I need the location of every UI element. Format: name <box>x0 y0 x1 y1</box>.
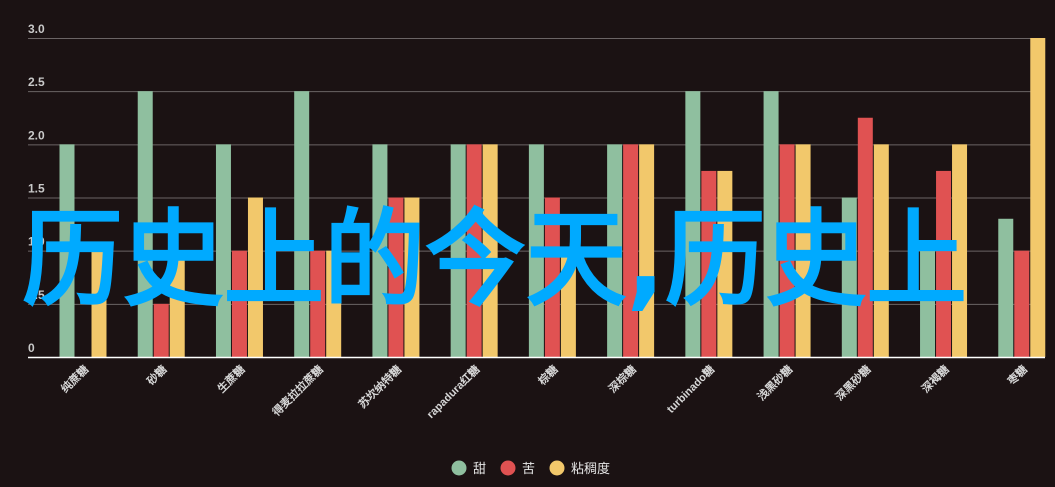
bar <box>701 170 717 357</box>
bar <box>388 197 404 357</box>
bar <box>544 197 560 357</box>
bar <box>91 250 107 357</box>
y-tick-label: 2.0 <box>28 128 45 142</box>
bar <box>482 144 498 357</box>
y-tick-label: 0 <box>28 341 35 355</box>
bar <box>1014 250 1030 357</box>
legend[interactable]: 甜 苦 粘稠度 <box>451 460 611 477</box>
bar <box>920 240 936 357</box>
bar <box>466 144 482 357</box>
bar <box>841 197 857 357</box>
bars <box>59 38 1046 358</box>
bar <box>215 144 231 357</box>
bar <box>936 170 952 357</box>
legend-item[interactable]: 苦 <box>500 460 536 477</box>
bar <box>247 197 263 357</box>
legend-item[interactable]: 甜 <box>451 460 487 477</box>
y-tick-label: 2.5 <box>28 75 45 89</box>
bar <box>326 250 342 357</box>
bar <box>310 250 326 357</box>
legend-swatch <box>451 460 467 476</box>
overlay-watermark-text: 历史上的今天,历史上 <box>22 199 967 321</box>
bar <box>59 144 75 357</box>
legend-swatch <box>500 460 516 476</box>
y-tick-label: 1.0 <box>28 235 45 249</box>
bar <box>1030 38 1046 357</box>
legend-swatch <box>549 460 565 476</box>
bar <box>779 144 795 357</box>
bar <box>685 91 701 358</box>
legend-label: 苦 <box>522 461 535 476</box>
bar <box>607 144 623 357</box>
y-axis: 0 0.5 1.0 1.5 2.0 2.5 3.0 <box>28 22 45 355</box>
bar <box>998 218 1014 357</box>
bar <box>795 144 811 357</box>
y-tick-label: 0.5 <box>28 288 45 302</box>
bar <box>294 91 310 358</box>
bar <box>528 144 544 357</box>
legend-item[interactable]: 粘稠度 <box>549 460 611 477</box>
bar <box>404 197 420 357</box>
bar <box>952 144 968 357</box>
bar <box>372 144 388 357</box>
bar <box>639 144 655 357</box>
y-tick-label: 1.5 <box>28 182 45 196</box>
bar <box>857 117 873 357</box>
bar <box>169 250 185 357</box>
bar <box>873 144 889 357</box>
bar <box>450 144 466 357</box>
bar <box>560 250 576 357</box>
legend-label: 甜 <box>473 461 486 476</box>
bar <box>763 91 779 358</box>
bar <box>623 144 639 357</box>
bar <box>137 91 153 358</box>
bar <box>717 170 733 357</box>
y-tick-label: 3.0 <box>28 22 45 36</box>
legend-label: 粘稠度 <box>571 461 610 476</box>
bar <box>231 250 247 357</box>
bar <box>153 303 169 357</box>
